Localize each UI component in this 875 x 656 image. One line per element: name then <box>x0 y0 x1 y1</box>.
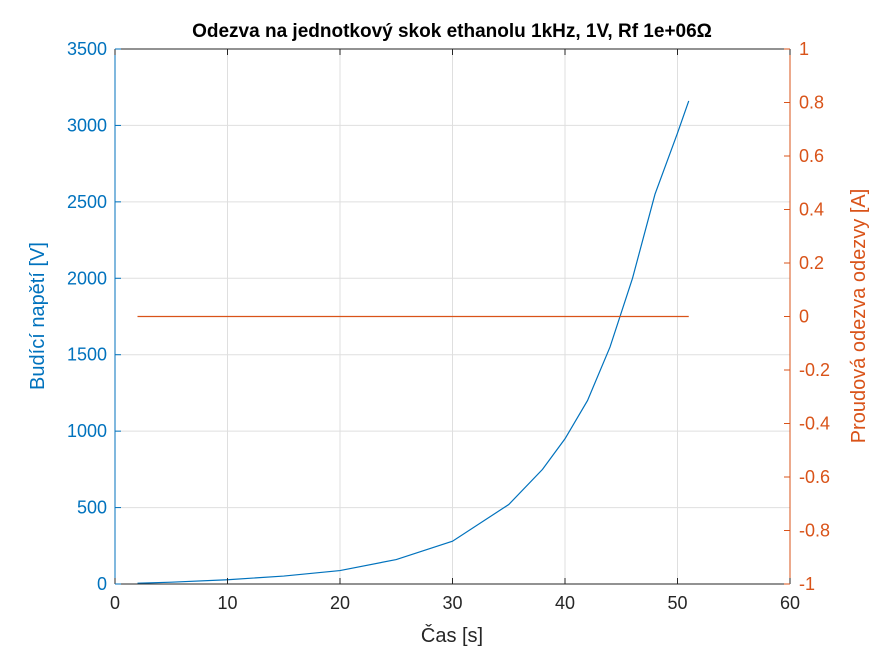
y-tick-label-right: -0.8 <box>799 521 830 541</box>
y-tick-label-right: -1 <box>799 574 815 594</box>
y-tick-label-right: 1 <box>799 39 809 59</box>
y-axis-label-left: Budící napětí [V] <box>27 242 49 390</box>
y-tick-label-left: 1500 <box>67 345 107 365</box>
y-tick-label-right: -0.6 <box>799 467 830 487</box>
y-tick-label-left: 500 <box>77 498 107 518</box>
chart-title: Odezva na jednotkový skok ethanolu 1kHz,… <box>192 21 712 42</box>
x-tick-label: 40 <box>555 593 575 613</box>
y-tick-label-left: 2000 <box>67 268 107 288</box>
x-tick-label: 60 <box>780 593 800 613</box>
y-tick-label-right: 0 <box>799 307 809 327</box>
y-tick-label-left: 0 <box>97 574 107 594</box>
x-tick-label: 10 <box>217 593 237 613</box>
x-axis-label: Čas [s] <box>421 624 483 647</box>
axes <box>114 48 791 585</box>
y-tick-label-left: 2500 <box>67 192 107 212</box>
x-tick-label: 30 <box>442 593 462 613</box>
y-tick-label-right: -0.4 <box>799 414 830 434</box>
voltage-line <box>137 100 690 584</box>
y-tick-label-right: -0.2 <box>799 360 830 380</box>
y-tick-label-left: 3000 <box>67 115 107 135</box>
y-tick-label-right: 0.2 <box>799 253 824 273</box>
x-tick-label: 50 <box>667 593 687 613</box>
y-tick-label-left: 3500 <box>67 39 107 59</box>
y-axis-label-right: Proudová odezva odezvy [A] <box>848 189 870 444</box>
y-tick-label-left: 1000 <box>67 421 107 441</box>
y-tick-label-right: 0.6 <box>799 146 824 166</box>
series-layer <box>137 100 690 584</box>
y-tick-label-right: 0.4 <box>799 200 824 220</box>
x-tick-label: 20 <box>330 593 350 613</box>
x-tick-label: 0 <box>110 593 120 613</box>
y-tick-label-right: 0.8 <box>799 93 824 113</box>
tick-labels: 0 10 20 30 40 50 60050010001500200025003000350… <box>67 39 830 613</box>
